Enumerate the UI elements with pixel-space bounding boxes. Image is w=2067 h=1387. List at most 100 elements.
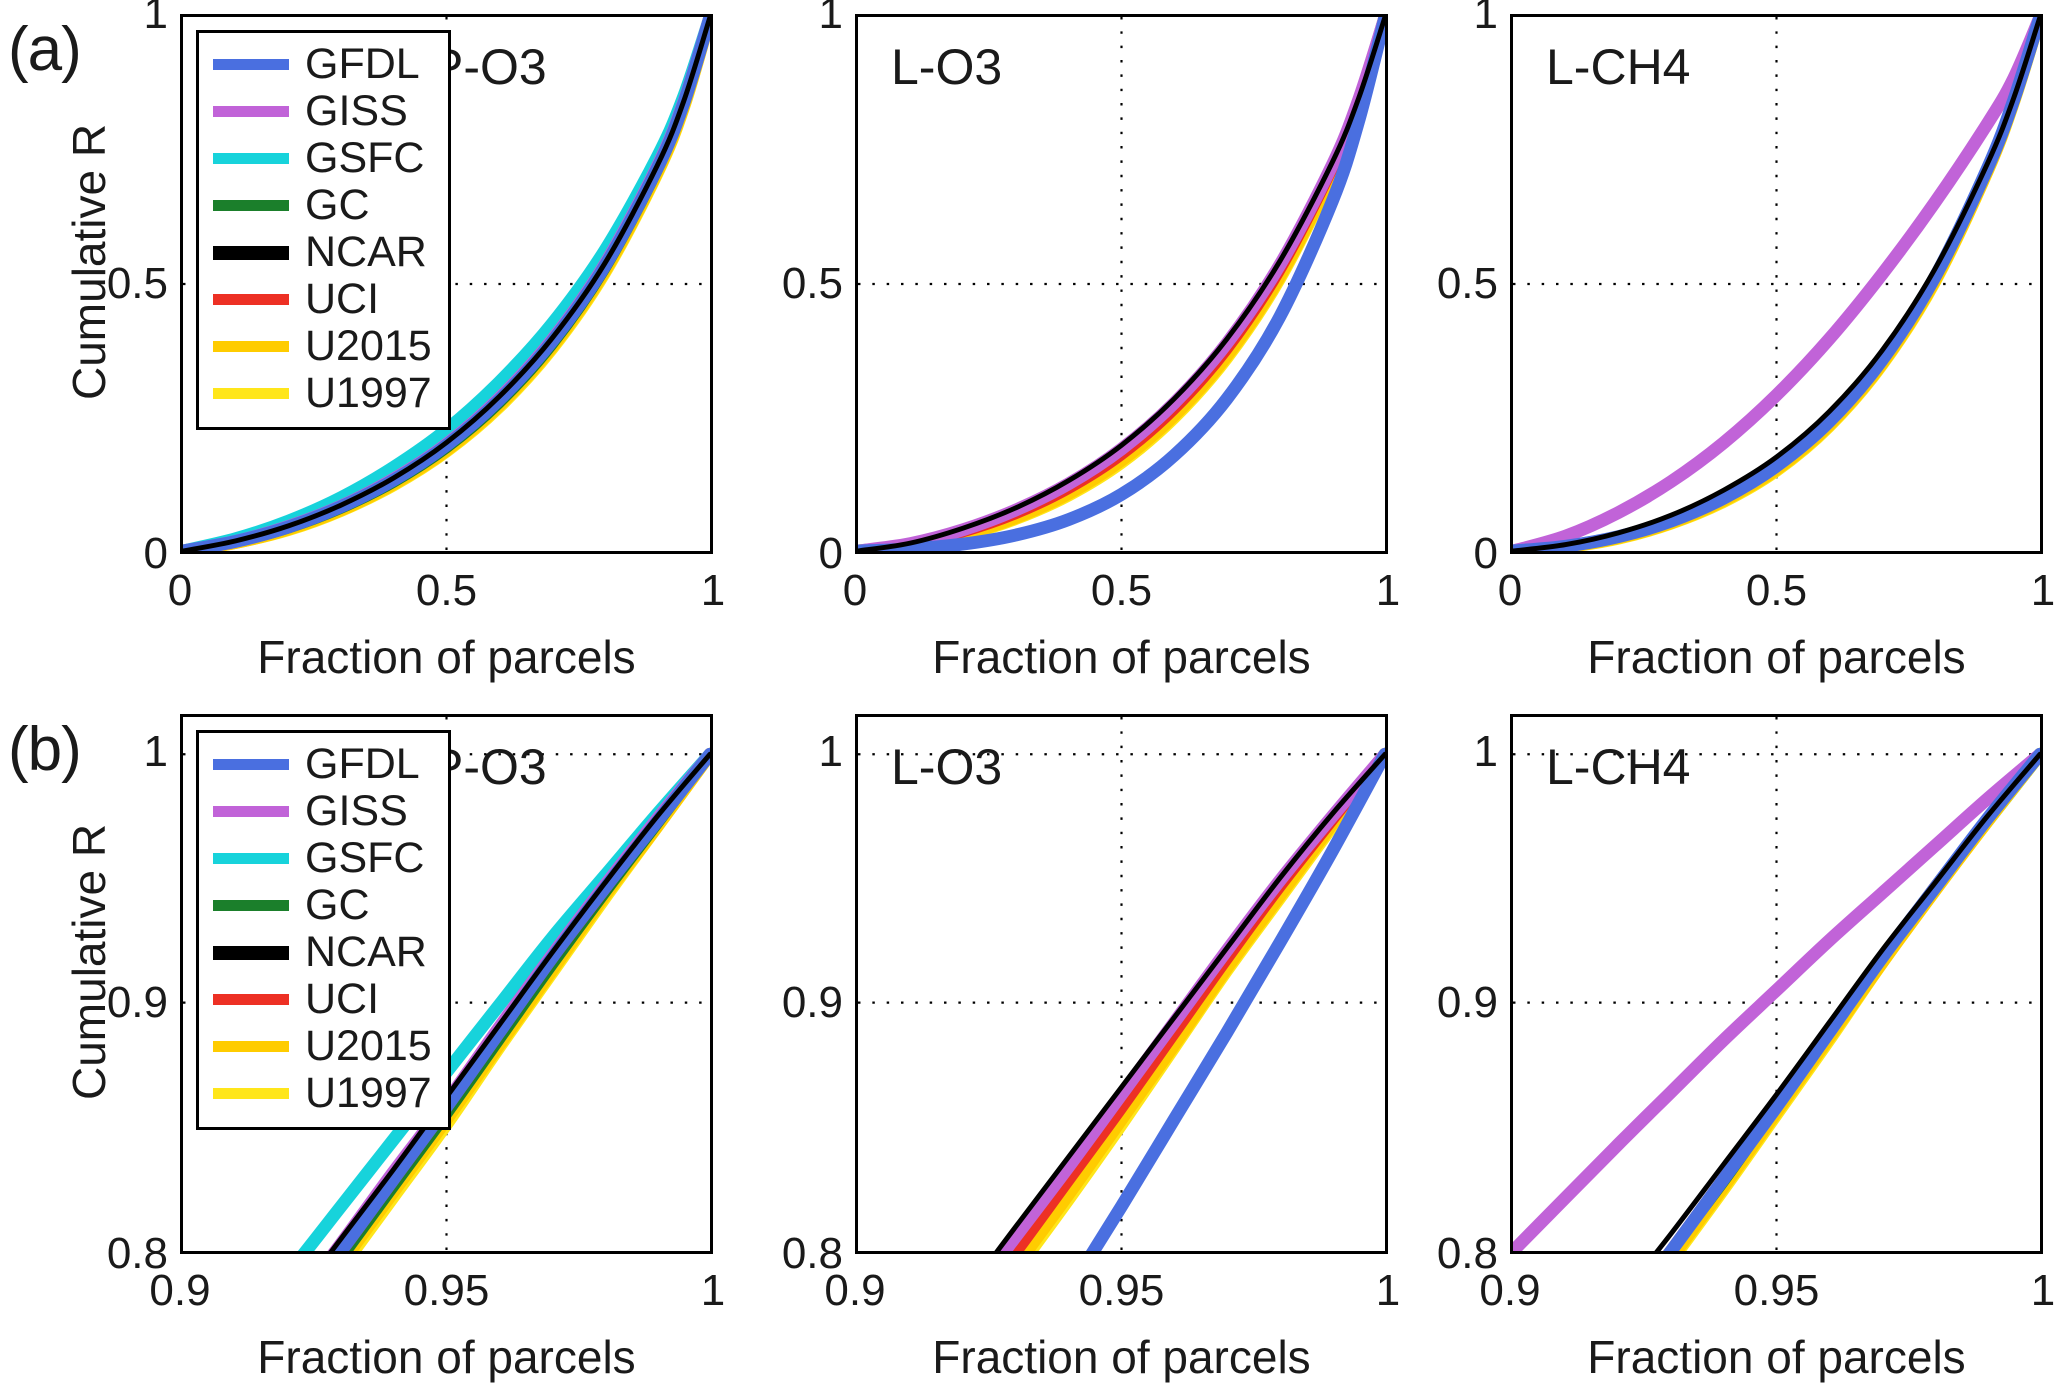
panel-b-l-ch4: L-CH4 [1510,714,2043,1254]
x-tick-label: 0.95 [1078,1266,1165,1315]
y-tick-label: 1 [818,0,843,38]
x-tick-label: 0 [842,566,868,615]
panel-a-l-ch4: L-CH4 [1510,14,2043,554]
plot-b-l-o3 [858,717,1385,1251]
legend-label: NCAR [305,228,427,276]
legend-item-gc: GC [213,882,432,929]
legend-label: NCAR [305,928,427,976]
x-tick-label: 1 [700,566,726,615]
legend-swatch-ncar-icon [213,945,289,960]
y-tick-label: 0.5 [106,259,168,308]
plot-b-l-ch4 [1513,717,2040,1251]
legend-item-uci: UCI [213,276,432,323]
legend-label: GSFC [305,134,425,182]
legend-swatch-u1997-icon [213,1088,289,1099]
series-line-u1997 [858,17,1385,551]
series-line-ncar [183,17,710,551]
x-axis-label: Fraction of parcels [257,631,636,683]
series-line-ncar [858,17,1385,551]
legend-label: GISS [305,87,408,135]
legend-swatch-uci-icon [213,994,289,1005]
legend-label: GFDL [305,740,420,788]
plot-b-p-o3 [183,717,710,1251]
y-tick-label: 0.8 [781,1229,843,1278]
x-axis-label: Fraction of parcels [1587,1331,1966,1383]
legend: GFDL GISS GSFC GC NCAR UCI U2015 U1997 [196,30,451,430]
legend-swatch-giss-icon [213,806,289,817]
x-tick-label: 0.5 [415,566,478,615]
legend-swatch-gc-icon [213,900,289,911]
series-line-gc [858,17,1385,551]
axes-b-l-o3 [855,714,1388,1254]
axes-a-l-ch4 [1510,14,2043,554]
x-tick-label: 0.9 [149,1266,211,1315]
x-tick-label: 0.95 [1733,1266,1820,1315]
legend-label: GC [305,881,370,929]
x-tick-label: 1 [1375,566,1401,615]
legend-item-ncar: NCAR [213,929,432,976]
x-tick-label: 0 [167,566,193,615]
legend-item-gsfc: GSFC [213,835,432,882]
x-axis-label: Fraction of parcels [932,1331,1311,1383]
y-tick-label: 1 [818,726,843,776]
panel-b-l-o3: L-O3 [855,714,1388,1254]
x-tick-label: 0.5 [1745,566,1808,615]
x-tick-label: 0 [1497,566,1523,615]
plot-a-l-ch4 [1513,17,2040,551]
series-line-gfdl [858,17,1385,551]
legend-swatch-gfdl-icon [213,59,289,70]
legend-item-gfdl: GFDL [213,41,432,88]
x-tick-label: 0.9 [824,1266,886,1315]
legend-item-u1997: U1997 [213,370,432,417]
series-line-ncar [994,751,1385,1251]
legend-label: UCI [305,275,380,323]
y-tick-label: 0.8 [1436,1229,1498,1278]
legend-label: GSFC [305,834,425,882]
series-line-gfdl [1513,17,2040,551]
legend-item-gc: GC [213,182,432,229]
legend-item-u2015: U2015 [213,323,432,370]
y-axis-label-row-b: Cumulative R [63,823,115,1100]
x-tick-label: 0.9 [1479,1266,1541,1315]
legend-label: U2015 [305,322,432,370]
series-line-giss [1513,747,2040,1251]
y-tick-label: 0.9 [781,977,843,1027]
legend-swatch-gc-icon [213,200,289,211]
y-tick-label: 0.5 [1436,259,1498,308]
y-tick-label: 0 [143,529,168,578]
panel-a-l-o3: L-O3 [855,14,1388,554]
legend: GFDL GISS GSFC GC NCAR UCI U2015 U1997 [196,730,451,1130]
panel-title-b-l-o3: L-O3 [891,739,1003,795]
legend-swatch-u1997-icon [213,388,289,399]
x-tick-label: 1 [2030,566,2056,615]
series-line-gsfc [858,17,1385,551]
figure-row-a: (a) Cumulative R P-O3 L-O3 L-CH4 0 0.5 1 0 0… [0,0,2067,683]
x-axis-label: Fraction of parcels [932,631,1311,683]
legend-label: UCI [305,975,380,1023]
axes-a-l-o3 [855,14,1388,554]
legend-swatch-giss-icon [213,106,289,117]
legend-swatch-u2015-icon [213,1041,289,1052]
legend-item-giss: GISS [213,788,432,835]
series-line-giss [858,17,1385,551]
x-axis-label: Fraction of parcels [1587,631,1966,683]
x-tick-label: 1 [700,1266,726,1315]
series-line-ncar [328,751,710,1251]
legend-label: GC [305,181,370,229]
x-tick-label: 1 [1375,1266,1401,1315]
legend-label: GFDL [305,40,420,88]
legend-item-gsfc: GSFC [213,135,432,182]
series-line-ncar [1513,17,2040,551]
series-line-giss [1513,17,2040,551]
series-line-uci [858,17,1385,551]
y-tick-label: 0.9 [106,977,168,1027]
plot-a-p-o3 [183,17,710,551]
panel-label-b: (b) [8,715,82,784]
y-tick-label: 0.5 [781,259,843,308]
legend-item-u1997: U1997 [213,1070,432,1117]
series-line-gfdl [1086,747,1385,1251]
y-tick-label: 0.9 [1436,977,1498,1027]
legend-label: U2015 [305,1022,432,1070]
series-line-gfdl [333,747,710,1251]
